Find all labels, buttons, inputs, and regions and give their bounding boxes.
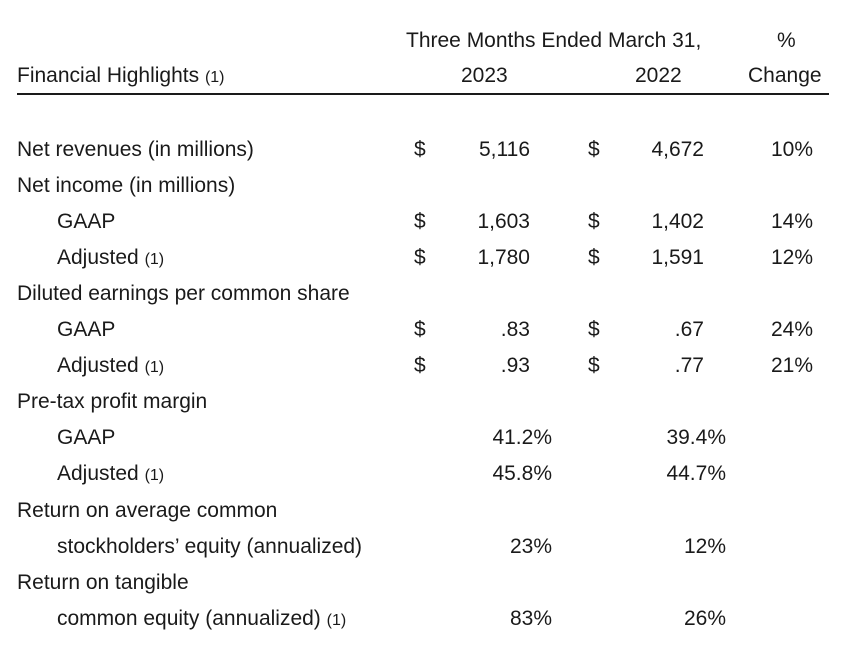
pct-change: 24% <box>770 318 813 341</box>
header-rule <box>17 93 829 95</box>
year-2023-header: 2023 <box>461 64 508 87</box>
currency-2023: $ <box>414 354 426 377</box>
table-row: Diluted earnings per common share <box>0 279 853 307</box>
value-2023: .93 <box>500 354 530 377</box>
value-2022: .67 <box>674 318 704 341</box>
currency-2023: $ <box>414 246 426 269</box>
row-label: Net income (in millions) <box>17 174 236 197</box>
table-row: Net income (in millions) <box>0 171 853 199</box>
row-footnote: (1) <box>144 251 165 268</box>
table-title: Financial Highlights (1) <box>17 65 225 86</box>
row-label-text: Adjusted <box>57 354 139 377</box>
row-label: GAAP <box>57 210 116 233</box>
row-footnote: (1) <box>144 359 165 376</box>
row-label: common equity (annualized) (1) <box>57 608 346 629</box>
row-label: stockholders’ equity (annualized) <box>57 535 363 558</box>
row-label-text: Adjusted <box>57 246 139 269</box>
currency-2022: $ <box>588 210 600 233</box>
row-label: GAAP <box>57 318 116 341</box>
currency-2023: $ <box>414 318 426 341</box>
table-row: Adjusted (1) 45.8% 44.7% <box>0 459 853 487</box>
table-row: common equity (annualized) (1) 83% 26% <box>0 604 853 632</box>
row-label: Adjusted (1) <box>57 355 164 376</box>
row-label: Net revenues (in millions) <box>17 138 254 161</box>
period-header: Three Months Ended March 31, <box>406 29 702 52</box>
pct-header-line2: Change <box>748 64 822 87</box>
value-2022: 1,402 <box>651 210 704 233</box>
pct-change: 12% <box>770 246 813 269</box>
row-label: Pre-tax profit margin <box>17 390 208 413</box>
table-title-footnote: (1) <box>204 69 225 86</box>
table-row: Return on tangible <box>0 568 853 596</box>
value-2022: 44.7% <box>666 462 726 485</box>
pct-change: 21% <box>770 354 813 377</box>
row-label: Return on tangible <box>17 571 189 594</box>
value-2022: 4,672 <box>651 138 704 161</box>
value-2022: 26% <box>683 607 726 630</box>
value-2022: .77 <box>674 354 704 377</box>
row-label-text: common equity (annualized) <box>57 607 321 630</box>
table-row: GAAP $ 1,603 $ 1,402 14% <box>0 207 853 235</box>
row-label-text: Adjusted <box>57 462 139 485</box>
table-title-text: Financial Highlights <box>17 64 200 87</box>
value-2023: 45.8% <box>492 462 552 485</box>
pct-change: 10% <box>770 138 813 161</box>
table-row: Adjusted (1) $ 1,780 $ 1,591 12% <box>0 243 853 271</box>
row-label: Return on average common <box>17 499 278 522</box>
row-label: Diluted earnings per common share <box>17 282 350 305</box>
value-2023: 1,780 <box>477 246 530 269</box>
currency-2022: $ <box>588 354 600 377</box>
table-row: GAAP $ .83 $ .67 24% <box>0 315 853 343</box>
table-row: Adjusted (1) $ .93 $ .77 21% <box>0 351 853 379</box>
row-label: Adjusted (1) <box>57 463 164 484</box>
pct-change: 14% <box>770 210 813 233</box>
row-footnote: (1) <box>326 612 347 629</box>
table-row: GAAP 41.2% 39.4% <box>0 423 853 451</box>
table-row: stockholders’ equity (annualized) 23% 12… <box>0 532 853 560</box>
table-row: Return on average common <box>0 496 853 524</box>
value-2023: .83 <box>500 318 530 341</box>
currency-2022: $ <box>588 138 600 161</box>
value-2022: 12% <box>683 535 726 558</box>
value-2023: 5,116 <box>479 138 530 161</box>
value-2022: 1,591 <box>651 246 704 269</box>
currency-2022: $ <box>588 318 600 341</box>
currency-2023: $ <box>414 138 426 161</box>
currency-2023: $ <box>414 210 426 233</box>
year-2022-header: 2022 <box>635 64 682 87</box>
currency-2022: $ <box>588 246 600 269</box>
table-row: Pre-tax profit margin <box>0 387 853 415</box>
row-label: GAAP <box>57 426 116 449</box>
row-label: Adjusted (1) <box>57 247 164 268</box>
row-footnote: (1) <box>144 467 165 484</box>
pct-header-line1: % <box>777 29 796 52</box>
value-2022: 39.4% <box>666 426 726 449</box>
value-2023: 41.2% <box>492 426 552 449</box>
value-2023: 23% <box>509 535 552 558</box>
value-2023: 83% <box>509 607 552 630</box>
value-2023: 1,603 <box>477 210 530 233</box>
table-row: Net revenues (in millions) $ 5,116 $ 4,6… <box>0 135 853 163</box>
